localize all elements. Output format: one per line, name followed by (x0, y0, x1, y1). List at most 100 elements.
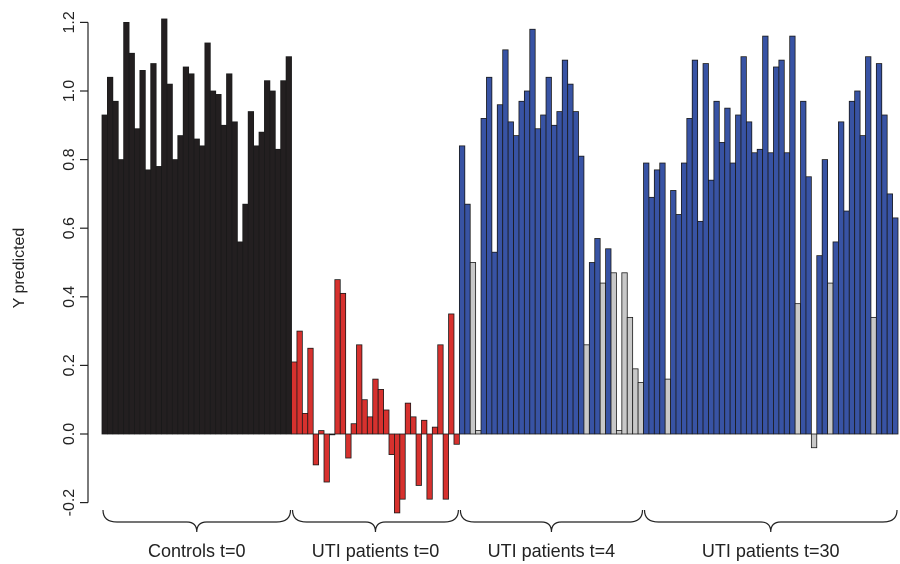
bar (691, 59, 699, 435)
bar (556, 111, 563, 435)
bar (491, 251, 498, 435)
bar (659, 162, 666, 435)
bar (794, 303, 801, 435)
bar (220, 124, 227, 435)
bar (150, 63, 157, 435)
group-braces (102, 509, 898, 533)
y-axis-label: Y predicted (11, 228, 28, 309)
bar (366, 416, 374, 435)
bar (193, 138, 200, 435)
bar (702, 63, 709, 435)
group-labels: Controls t=0 UTI patients t=0 UTI patients… (148, 541, 839, 561)
bar (410, 416, 417, 435)
bar (226, 73, 233, 435)
bar (783, 152, 791, 435)
bar (329, 433, 336, 436)
bar (643, 162, 650, 435)
group-brace (459, 509, 644, 533)
bar (848, 100, 856, 435)
y-axis: -0.2 0.0 0.2 0.4 0.6 0.8 1.0 1.2 (61, 11, 89, 517)
bar (778, 59, 785, 435)
bar (626, 316, 634, 435)
bar (670, 190, 677, 435)
bar (134, 128, 141, 435)
bar (486, 76, 493, 435)
bar (188, 73, 195, 435)
bar (475, 430, 482, 435)
bar (881, 114, 888, 435)
bar (886, 193, 893, 435)
bar (312, 433, 319, 466)
bars (101, 18, 899, 514)
bar (664, 378, 671, 435)
bar (404, 402, 412, 435)
bar (681, 162, 688, 435)
bar (280, 80, 287, 435)
bar (112, 100, 119, 435)
bar (756, 148, 764, 435)
bar (199, 145, 206, 435)
bar (648, 196, 655, 435)
bar (469, 262, 477, 435)
bar (534, 128, 542, 435)
bar (843, 210, 850, 435)
bar (166, 83, 173, 435)
y-tick-label: -0.2 (61, 489, 78, 517)
bar (865, 56, 872, 435)
bar (269, 90, 276, 435)
group-brace (102, 509, 292, 533)
bar (832, 241, 839, 435)
bar (762, 35, 769, 435)
group-label: Controls t=0 (148, 541, 246, 561)
bar (215, 94, 222, 435)
bar (236, 241, 244, 435)
bar (729, 162, 736, 435)
bar (361, 399, 368, 435)
bar (789, 35, 796, 435)
group-brace (291, 509, 459, 533)
bar (529, 28, 536, 435)
bar (431, 426, 439, 435)
bar (551, 124, 558, 435)
bar (301, 413, 309, 435)
y-tick-label: 1.0 (61, 80, 78, 102)
bar (258, 131, 265, 435)
bar (345, 433, 352, 459)
bar (182, 66, 190, 435)
bar (171, 159, 179, 435)
bar (686, 118, 693, 435)
bar (388, 433, 395, 455)
bar (242, 203, 249, 435)
bar (307, 347, 314, 435)
y-tick-label: 0.8 (61, 148, 78, 170)
bar (464, 203, 471, 435)
y-tick-label: 0.2 (61, 354, 78, 376)
bar (713, 100, 720, 435)
bar (740, 56, 747, 435)
bar (599, 282, 606, 435)
bar (426, 433, 433, 500)
bar (323, 433, 330, 483)
bar (177, 135, 184, 435)
bar (854, 90, 861, 435)
bar (415, 433, 422, 486)
bar (718, 142, 726, 435)
bar (616, 430, 623, 435)
bar (442, 433, 449, 500)
bar (117, 159, 125, 435)
bar (588, 262, 596, 435)
group-label: UTI patients t=30 (702, 541, 840, 561)
bar (453, 433, 460, 445)
y-tick-label: 0.6 (61, 217, 78, 239)
bar (204, 42, 211, 435)
bar (816, 255, 823, 435)
bar (502, 49, 509, 435)
bar (496, 104, 504, 435)
bar (697, 220, 704, 435)
bar (350, 423, 357, 435)
bar (724, 107, 731, 435)
y-tick-label: 1.2 (61, 11, 78, 33)
bar (209, 90, 217, 435)
bar (437, 344, 444, 435)
